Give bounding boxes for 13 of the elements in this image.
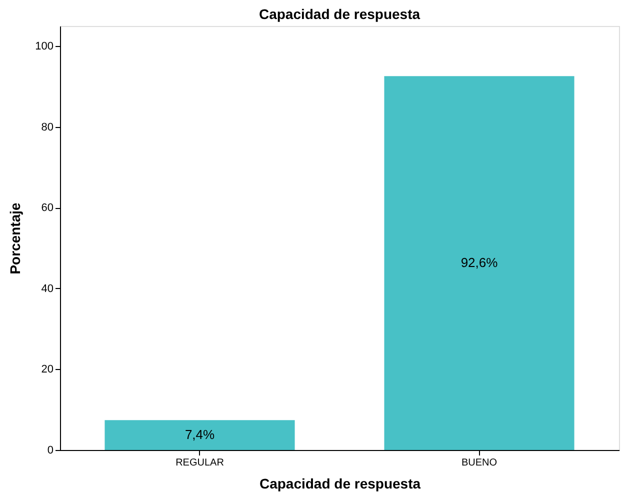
data-label: 92,6% <box>460 255 498 270</box>
y-tick-label: 100 <box>35 40 54 53</box>
x-axis-title: Capacidad de respuesta <box>259 476 421 492</box>
data-label: 7,4% <box>184 427 215 442</box>
y-axis-title: Porcentaje <box>7 202 24 274</box>
x-tick-label: REGULAR <box>176 458 224 468</box>
y-tick-label: 20 <box>41 364 54 376</box>
chart-title: Capacidad de respuesta <box>258 6 420 22</box>
y-tick-label: 0 <box>47 444 54 456</box>
y-tick-label: 40 <box>41 282 54 295</box>
y-tick-label: 60 <box>41 202 54 214</box>
y-tick-label: 80 <box>41 121 54 134</box>
x-tick-label: BUENO <box>461 458 498 468</box>
